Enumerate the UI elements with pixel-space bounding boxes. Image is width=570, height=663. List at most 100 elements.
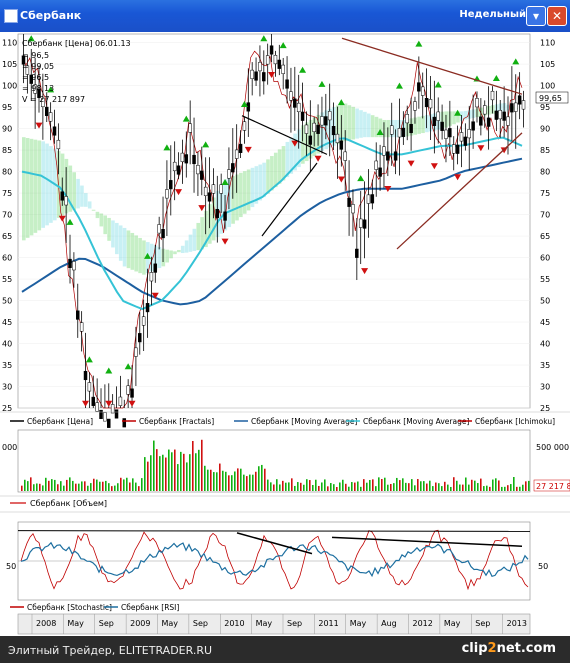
cloud-segment [355, 108, 359, 139]
price-body [161, 229, 165, 239]
volume-bars [21, 439, 530, 491]
price-body [165, 189, 169, 199]
volume-bar [195, 453, 197, 491]
volume-axis-top: 500 000 0 [536, 443, 570, 452]
price-body [141, 316, 146, 326]
volume-bar [330, 483, 332, 491]
time-axis-labels: 2008 May Sep 2009 May Sep 2010 May Sep 2011 May Aug… [31, 614, 527, 634]
price-body [258, 62, 262, 72]
cloud-segment [130, 232, 135, 270]
price-body [521, 100, 526, 110]
volume-bar [276, 479, 278, 491]
volume-bar [399, 480, 401, 491]
cloud-segment [138, 237, 142, 274]
volume-bar [453, 477, 455, 491]
volume-bar [354, 482, 356, 491]
price-body [517, 95, 522, 105]
volume-bar [99, 481, 101, 491]
volume-bar [462, 484, 464, 491]
period-label[interactable]: Недельный [459, 9, 526, 20]
osc-level-left: 50 [6, 562, 16, 571]
cloud-segment [192, 228, 197, 251]
fractal-down [58, 215, 66, 222]
cloud-segment [211, 197, 216, 241]
price-body [324, 116, 328, 126]
volume-bar [324, 479, 326, 491]
cloud-segment [115, 222, 119, 255]
window-titlebar: Сбербанк Недельный ▾ ✕ [0, 0, 570, 32]
volume-bar [231, 475, 233, 491]
price-axis: 110 110 105 105 100 100 95 95 90 90 85 85 80 80 75 75 70… [2, 39, 555, 413]
cloud-segment [281, 146, 286, 181]
fractal-down [430, 163, 438, 170]
fractal-down [175, 189, 183, 196]
price-body [176, 165, 181, 175]
stochastic-line [20, 529, 529, 591]
volume-bar [264, 468, 266, 491]
volume-bar [66, 479, 68, 491]
cloud-segment [184, 240, 189, 253]
price-body [33, 84, 37, 94]
volume-bar [24, 479, 26, 491]
price-body [45, 106, 49, 116]
cloud-segment [68, 165, 73, 212]
price-body [219, 184, 223, 194]
cloud-segment [417, 116, 421, 134]
fractal-down [221, 238, 229, 245]
cloud-segment [277, 149, 282, 184]
time-label: 2008 [36, 619, 56, 628]
info-line-5: V = 27 217 897 [22, 95, 85, 104]
fractal-down [244, 146, 252, 153]
volume-bar [294, 485, 296, 491]
price-body [358, 218, 363, 228]
cloud-segment [231, 176, 235, 224]
fractal-down [198, 205, 206, 212]
cloud-segment [80, 185, 84, 207]
volume-bar [522, 484, 524, 491]
volume-bar [426, 483, 428, 491]
price-tick-left: 55 [2, 275, 12, 284]
info-line-2: = 99,05 [22, 62, 54, 71]
fractal-down [35, 122, 43, 129]
price-body [242, 121, 247, 131]
close-button[interactable]: ✕ [547, 6, 567, 26]
price-body [21, 55, 26, 65]
cloud-segment [273, 152, 278, 188]
volume-bar [369, 479, 371, 491]
price-body [374, 160, 378, 170]
price-body [273, 54, 278, 65]
volume-bar [81, 481, 83, 491]
time-label: 2010 [224, 619, 244, 628]
fractal-down [151, 292, 159, 299]
time-label: May [256, 619, 273, 628]
price-body [444, 129, 448, 139]
price-body [293, 98, 297, 108]
volume-bar [183, 453, 185, 491]
cloud-segment [91, 209, 96, 211]
volume-bar [222, 470, 224, 491]
window-title: Сбербанк [20, 9, 82, 22]
volume-bar [129, 482, 131, 491]
time-label: Sep [193, 619, 208, 628]
volume-bar [270, 482, 272, 491]
volume-bar [69, 477, 71, 491]
volume-bar [51, 479, 53, 491]
price-body [448, 128, 452, 138]
volume-bar [180, 451, 182, 491]
volume-bar [474, 480, 476, 491]
volume-bar [135, 482, 137, 491]
volume-bar [384, 477, 386, 491]
volume-bar [72, 480, 74, 491]
cloud-segment [84, 193, 88, 207]
time-label: May [444, 619, 461, 628]
volume-bar [390, 483, 392, 491]
cloud-segment [413, 117, 418, 135]
price-tick-left: 95 [2, 103, 12, 112]
price-body [87, 382, 92, 392]
volume-bar [93, 478, 95, 491]
minimize-button[interactable]: ▾ [526, 6, 546, 26]
volume-bar [360, 486, 362, 491]
chart-area[interactable]: 110 110 105 105 100 100 95 95 90 90 85 85 80 80 75 75 70… [0, 32, 570, 636]
price-body [413, 101, 417, 111]
cloud-segment [122, 227, 127, 267]
